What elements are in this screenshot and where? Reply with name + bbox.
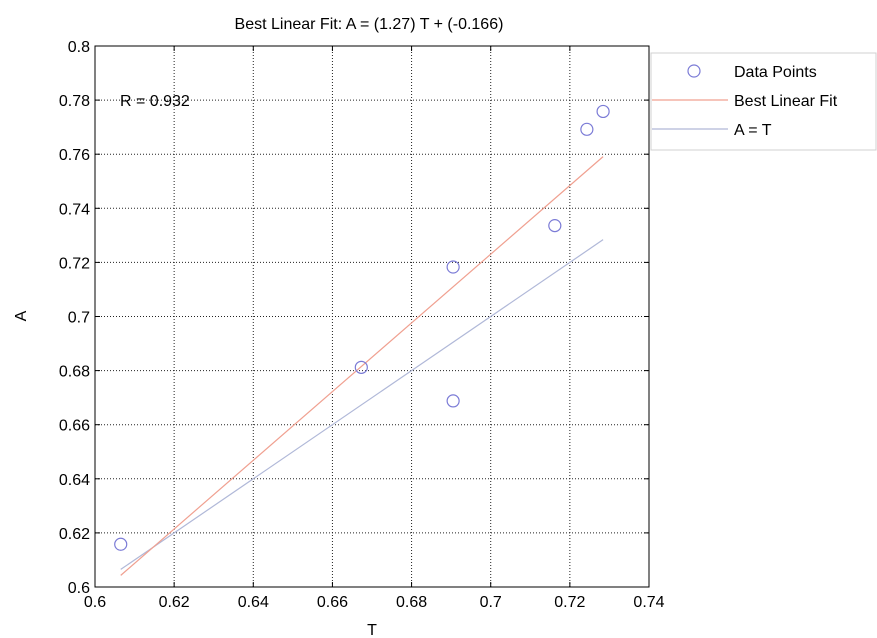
- data-point: [114, 537, 128, 551]
- x-tick-label: 0.68: [396, 594, 427, 611]
- axis-tick-labels: 0.6 0.62 0.64 0.66 0.68 0.7 0.72 0.74 0.6 0.62 0.6…: [59, 39, 665, 611]
- x-tick-label: 0.66: [317, 594, 348, 611]
- y-tick-label: 0.76: [59, 147, 90, 164]
- best-linear-fit-line: [120, 156, 604, 576]
- y-tick-label: 0.68: [59, 364, 90, 381]
- y-tick-label: 0.78: [59, 93, 90, 110]
- data-point: [580, 122, 594, 136]
- grid: [95, 46, 649, 587]
- series-layer: [114, 104, 610, 576]
- data-point: [446, 260, 460, 274]
- y-tick-label: 0.64: [59, 472, 90, 489]
- legend-label: Data Points: [734, 64, 817, 81]
- data-point: [596, 104, 610, 119]
- x-axis-label: T: [367, 622, 377, 638]
- x-tick-label: 0.6: [84, 594, 106, 611]
- y-tick-label: 0.7: [68, 310, 90, 327]
- data-point: [548, 219, 562, 233]
- chart-title: Best Linear Fit: A = (1.27) T + (-0.166): [235, 16, 504, 33]
- legend-label: A = T: [734, 122, 772, 139]
- y-tick-label: 0.8: [68, 39, 90, 56]
- legend-marker-data-points: [687, 64, 701, 78]
- y-tick-label: 0.6: [68, 580, 90, 597]
- x-tick-label: 0.62: [159, 594, 190, 611]
- legend: Data Points Best Linear Fit A = T: [650, 52, 877, 151]
- y-tick-label: 0.62: [59, 526, 90, 543]
- data-point: [354, 360, 368, 374]
- x-tick-label: 0.64: [238, 594, 269, 611]
- axis-ticks: [94, 45, 650, 588]
- x-tick-label: 0.7: [480, 594, 502, 611]
- legend-label: Best Linear Fit: [734, 93, 838, 110]
- y-tick-label: 0.66: [59, 418, 90, 435]
- data-point: [446, 394, 460, 408]
- r-annotation: R = 0.932: [120, 93, 190, 110]
- identity-line: [120, 239, 604, 570]
- y-tick-label: 0.74: [59, 201, 90, 218]
- x-tick-label: 0.72: [554, 594, 585, 611]
- y-tick-label: 0.72: [59, 255, 90, 272]
- x-tick-label: 0.74: [633, 594, 664, 611]
- y-axis-label: A: [13, 310, 30, 321]
